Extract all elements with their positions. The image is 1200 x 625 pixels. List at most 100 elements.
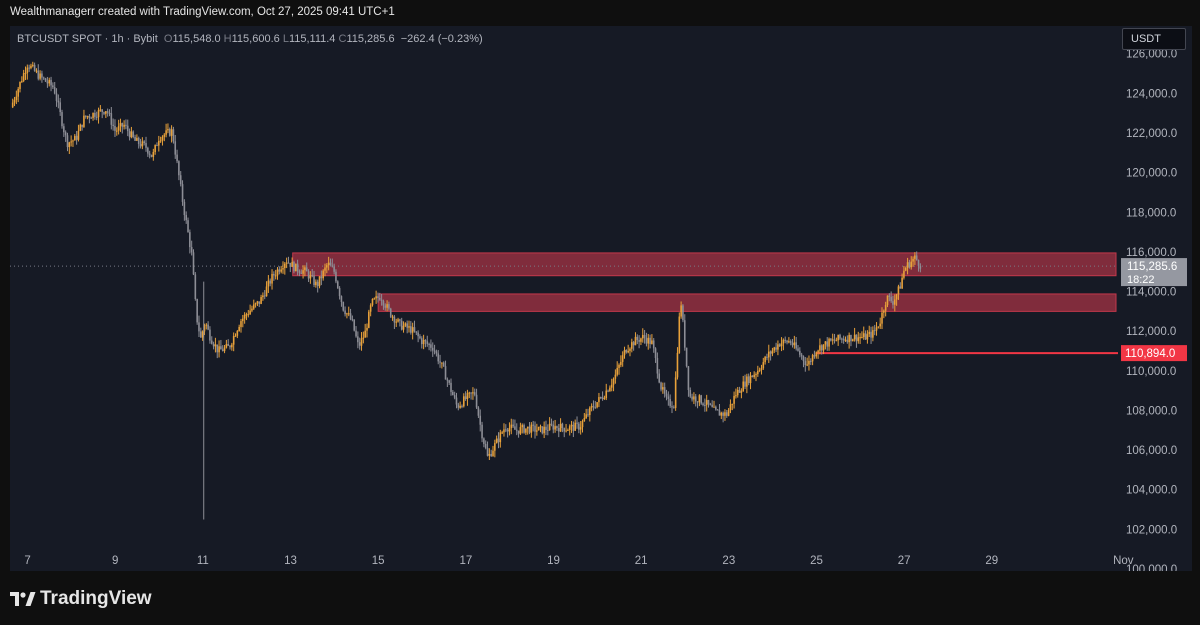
open-label: O — [163, 33, 173, 45]
candle-body — [470, 392, 472, 394]
candle-body — [736, 389, 739, 396]
candle-body — [13, 99, 16, 103]
candle-body — [777, 344, 779, 350]
candle-body — [574, 422, 576, 431]
candle-body — [596, 402, 598, 408]
candle-body — [567, 429, 569, 431]
candle-body — [674, 377, 677, 408]
top-caption-bar: Wealthmanagerr created with TradingView.… — [0, 0, 1200, 26]
countdown-label: 18:22 — [1127, 274, 1155, 286]
candle-body — [386, 304, 388, 308]
resistance-zone-upper — [292, 252, 1117, 277]
candle-body — [503, 429, 505, 433]
currency-button[interactable]: USDT — [1122, 28, 1186, 50]
candle-body — [700, 395, 703, 404]
candle-body — [464, 396, 467, 399]
candle-body — [399, 319, 401, 321]
candle-body — [819, 345, 821, 351]
candle-body — [61, 112, 63, 127]
candle-body — [236, 330, 239, 336]
candle-body — [870, 331, 872, 338]
candle-body — [758, 369, 761, 371]
close-value: 115,285.6 — [346, 33, 395, 45]
candle-body — [833, 339, 836, 341]
candle-body — [307, 271, 310, 279]
candle-body — [318, 276, 321, 287]
candle-body — [855, 334, 858, 342]
candle-body — [278, 269, 281, 272]
tradingview-logo[interactable]: TradingView — [10, 588, 152, 610]
candle-body — [344, 310, 346, 315]
candle-body — [170, 129, 173, 136]
candle-body — [189, 232, 191, 248]
candle-body — [136, 137, 138, 141]
candle-body — [811, 355, 814, 362]
candle-body — [50, 79, 52, 86]
candle-body — [296, 263, 299, 272]
candle-body — [333, 266, 335, 272]
candle-body — [291, 261, 293, 267]
candle-body — [475, 394, 478, 408]
candle-body — [452, 391, 454, 396]
candle-body — [616, 367, 618, 375]
candle-body — [70, 141, 72, 143]
candle-body — [824, 341, 827, 345]
candle-body — [212, 343, 215, 347]
candle-body — [11, 102, 14, 108]
candle-body — [362, 337, 365, 339]
candle-body — [603, 398, 606, 400]
candle-body — [652, 340, 655, 349]
candle-body — [178, 161, 180, 176]
candle-body — [417, 332, 419, 337]
candle-body — [879, 323, 881, 327]
candle-body — [329, 262, 332, 266]
candle-body — [346, 313, 348, 315]
candle-body — [353, 319, 356, 331]
candle-body — [48, 79, 51, 84]
candle-body — [612, 378, 615, 385]
candle-body — [30, 65, 32, 69]
candle-body — [645, 338, 648, 344]
candle-body — [366, 327, 368, 331]
candle-body — [775, 347, 777, 350]
candle-body — [380, 299, 383, 302]
high-value: 115,600.6 — [231, 33, 280, 45]
candle-body — [890, 296, 892, 302]
candle-body — [764, 356, 766, 363]
candle-body — [249, 310, 251, 315]
candle-body — [280, 269, 282, 272]
symbol-legend[interactable]: BTCUSDT SPOT · 1h · Bybit O115,548.0 H11… — [17, 33, 483, 45]
candle-body — [649, 337, 651, 344]
candle-body — [316, 281, 319, 287]
candle-body — [123, 124, 125, 127]
candle-body — [435, 351, 438, 354]
candle-body — [156, 145, 158, 147]
candle-body — [800, 354, 803, 357]
candle-body — [903, 270, 905, 278]
candle-body — [430, 344, 432, 348]
y-tick-label: 118,000.0 — [1126, 207, 1176, 219]
candle-body — [817, 350, 819, 353]
candle-body — [84, 115, 87, 117]
candle-body — [757, 370, 759, 375]
candle-body — [532, 424, 534, 426]
candle-body — [483, 438, 485, 444]
candle-body — [669, 398, 671, 407]
candle-body — [563, 427, 566, 432]
candle-body — [589, 407, 591, 416]
candle-body — [519, 427, 522, 434]
candle-body — [738, 389, 741, 393]
candle-body — [205, 324, 208, 326]
candle-body — [797, 348, 799, 351]
candle-body — [81, 124, 83, 127]
candle-body — [187, 220, 189, 233]
candle-body — [214, 344, 217, 347]
candle-body — [499, 432, 502, 443]
candle-body — [545, 426, 547, 430]
candle-body — [711, 404, 713, 407]
candle-body — [742, 381, 745, 392]
candle-body — [696, 401, 699, 403]
candle-body — [251, 308, 253, 311]
candle-body — [437, 353, 440, 362]
